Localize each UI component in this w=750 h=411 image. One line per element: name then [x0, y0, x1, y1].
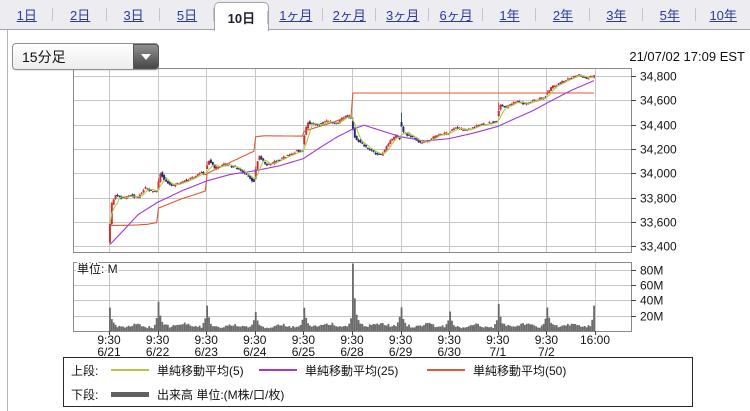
period-tab-9[interactable]: 6ヶ月 [429, 0, 484, 29]
ma50-line [109, 92, 595, 226]
svg-text:9:30: 9:30 [243, 333, 267, 347]
legend-upper-row: 上段: 単純移動平均(5) 単純移動平均(25) 単純移動平均(50) [64, 358, 692, 382]
legend-lower-key: 下段: [71, 387, 99, 402]
svg-text:9:30: 9:30 [292, 333, 316, 347]
svg-text:9:30: 9:30 [195, 333, 219, 347]
svg-text:9:30: 9:30 [438, 333, 462, 347]
period-tab-14[interactable]: 10年 [709, 8, 737, 23]
svg-text:9:30: 9:30 [146, 333, 170, 347]
svg-text:6/25: 6/25 [292, 345, 316, 359]
svg-text:34,200: 34,200 [640, 143, 677, 157]
ma25-label: 単純移動平均(25) [305, 363, 399, 378]
svg-text:40M: 40M [640, 294, 663, 308]
legend-entry-ma5: 単純移動平均(5) [111, 362, 259, 379]
volume-unit-label: 単位: M [76, 260, 120, 278]
svg-text:6/22: 6/22 [146, 345, 170, 359]
legend-entry-volume: 出来高 単位:(M株/口/枚) [111, 386, 284, 403]
svg-text:9:30: 9:30 [535, 333, 559, 347]
svg-text:6/24: 6/24 [243, 345, 267, 359]
svg-text:16:00: 16:00 [580, 333, 610, 347]
svg-text:20M: 20M [640, 310, 663, 324]
ma50-line-swatch [427, 369, 465, 371]
period-tab-4[interactable]: 5日 [160, 0, 215, 29]
legend-entry-ma25: 単純移動平均(25) [259, 362, 427, 379]
ma25-line [109, 80, 595, 245]
svg-text:33,400: 33,400 [640, 240, 677, 254]
period-tab-8[interactable]: 3ヶ月 [376, 0, 430, 29]
widget-left-border [7, 30, 8, 411]
svg-text:60M: 60M [640, 279, 663, 293]
svg-text:6/23: 6/23 [195, 345, 219, 359]
period-tab-5[interactable]: 10日 [213, 2, 270, 31]
x-axis-labels: 9:306/219:306/229:306/239:306/249:306/25… [97, 333, 610, 359]
legend-lower-row: 下段: 出来高 単位:(M株/口/枚) [64, 382, 692, 406]
period-tabs: 1日 2日 3日 5日 10日 1ヶ月 2ヶ月 3ヶ月 6ヶ月 1年 2年 3年 5年 10年 [0, 0, 750, 31]
ma5-label: 単純移動平均(5) [157, 363, 244, 378]
period-tab-1[interactable]: 1日 [0, 0, 54, 29]
legend-upper-key: 上段: [71, 363, 99, 378]
interval-select-value: 15分足 [22, 48, 66, 65]
svg-text:33,600: 33,600 [640, 216, 677, 230]
svg-text:33,800: 33,800 [640, 192, 677, 206]
period-tab-10[interactable]: 1年 [483, 0, 537, 29]
price-axis-labels: 34,800 34,600 34,400 34,200 34,000 33,800 33,6… [640, 70, 677, 254]
ma5-line [109, 75, 595, 224]
svg-text:34,400: 34,400 [640, 119, 677, 133]
chart-grid [73, 68, 636, 335]
period-tab-12[interactable]: 3年 [590, 0, 644, 29]
period-tab-13[interactable]: 5年 [643, 0, 697, 29]
svg-text:34,600: 34,600 [640, 94, 677, 108]
svg-text:80M: 80M [640, 264, 663, 278]
svg-text:34,000: 34,000 [640, 167, 677, 181]
svg-text:6/21: 6/21 [97, 345, 121, 359]
svg-text:9:30: 9:30 [486, 333, 510, 347]
period-tab-2[interactable]: 2日 [53, 0, 108, 29]
svg-text:7/1: 7/1 [489, 345, 506, 359]
period-tab-3[interactable]: 3日 [107, 0, 161, 29]
ma25-line-swatch [259, 369, 297, 371]
volume-label: 出来高 単位:(M株/口/枚) [157, 387, 285, 402]
svg-text:9:30: 9:30 [340, 333, 364, 347]
volume-bars [109, 263, 595, 331]
period-tab-7[interactable]: 2ヶ月 [323, 0, 377, 29]
legend-entry-ma50: 単純移動平均(50) [427, 362, 566, 379]
period-tab-11[interactable]: 2年 [536, 0, 591, 29]
interval-select[interactable]: 15分足 [12, 43, 159, 70]
volume-bar-swatch [111, 391, 149, 397]
svg-text:6/30: 6/30 [438, 345, 462, 359]
svg-text:9:30: 9:30 [97, 333, 121, 347]
svg-text:34,800: 34,800 [640, 70, 677, 84]
quote-timestamp: 21/07/02 17:09 EST [629, 49, 745, 64]
chevron-down-icon[interactable] [133, 44, 159, 69]
ma50-label: 単純移動平均(50) [473, 363, 567, 378]
period-tab-6[interactable]: 1ヶ月 [269, 0, 323, 29]
svg-text:9:30: 9:30 [389, 333, 413, 347]
chart-legend: 上段: 単純移動平均(5) 単純移動平均(25) 単純移動平均(50) 下段: … [63, 357, 693, 407]
svg-text:6/28: 6/28 [340, 345, 364, 359]
svg-text:単位: M: 単位: M [77, 261, 118, 276]
svg-text:6/29: 6/29 [389, 345, 413, 359]
ma5-line-swatch [111, 369, 149, 371]
svg-text:7/2: 7/2 [538, 345, 555, 359]
